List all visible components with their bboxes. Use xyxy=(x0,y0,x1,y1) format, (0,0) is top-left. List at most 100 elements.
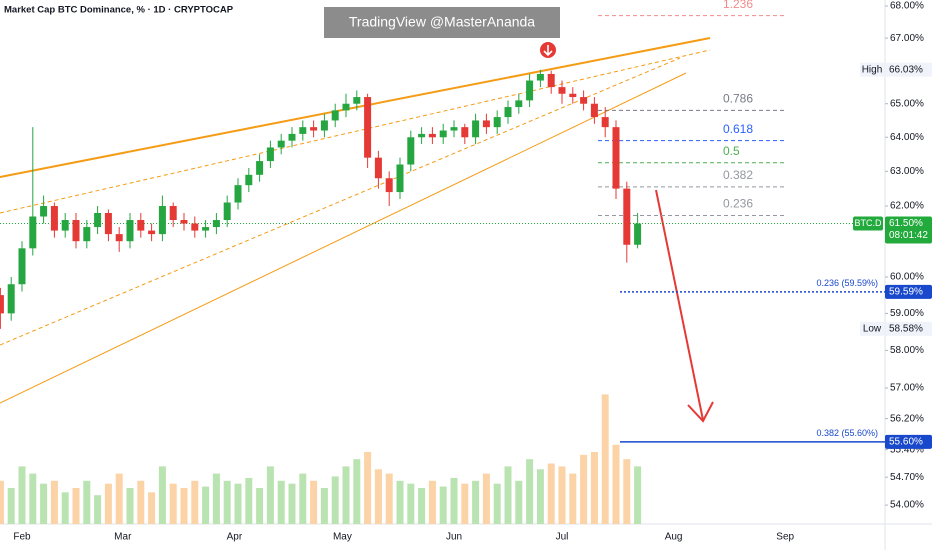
volume-bar xyxy=(83,480,91,524)
candle-body xyxy=(580,97,588,104)
volume-bar xyxy=(288,483,296,524)
candle-body xyxy=(310,127,318,131)
candle-body xyxy=(407,137,415,165)
volume-bar xyxy=(342,466,350,524)
volume-bar xyxy=(104,483,112,524)
candle-body xyxy=(115,234,123,242)
target-price-box xyxy=(885,434,932,449)
volume-bar xyxy=(461,483,469,524)
volume-bar xyxy=(148,492,156,524)
candle-body xyxy=(385,178,393,193)
trend-lines xyxy=(0,37,711,404)
candle-body xyxy=(202,227,210,231)
candle-body xyxy=(569,93,577,98)
candle-body xyxy=(418,133,426,138)
candle-body xyxy=(245,174,253,186)
candle-body xyxy=(126,220,134,242)
volume-bar xyxy=(558,466,566,524)
volume-bar xyxy=(234,483,242,524)
x-tick-label: Sep xyxy=(776,532,794,543)
volume-bar xyxy=(601,394,609,524)
candle-body xyxy=(439,130,447,138)
y-tick-label: 55.40% xyxy=(890,444,924,455)
candle-body xyxy=(364,97,372,158)
candle-body xyxy=(18,248,26,285)
marker-tag-box xyxy=(860,321,884,336)
candle-body xyxy=(0,295,4,314)
y-tick-label: 63.00% xyxy=(890,166,924,177)
projection-arrow xyxy=(655,189,714,423)
volume-bar xyxy=(310,480,318,524)
volume-bar xyxy=(634,466,642,524)
last-price: 61.50% xyxy=(889,218,923,229)
volume-bar xyxy=(331,476,339,524)
candle-body xyxy=(590,103,598,118)
volume-bar xyxy=(18,466,26,524)
chart-title: Market Cap BTC Dominance, % · 1D · CRYPT… xyxy=(4,5,234,16)
candle-body xyxy=(223,202,231,221)
candle-body xyxy=(266,147,274,162)
volume-bar xyxy=(439,486,447,524)
candle-body xyxy=(191,223,199,231)
volume-bar xyxy=(158,466,166,524)
volume-bar xyxy=(590,452,598,524)
marker-price: 66.03% xyxy=(889,64,923,75)
y-tick-label: 62.00% xyxy=(890,201,924,212)
candle-body xyxy=(299,127,307,134)
watermark-box xyxy=(324,7,560,38)
symbol-box xyxy=(853,216,883,231)
candle-body xyxy=(612,127,620,189)
candle-body xyxy=(331,110,339,121)
volume-bar xyxy=(94,495,102,524)
candle-body xyxy=(558,87,566,94)
volume-bar xyxy=(536,469,544,524)
target-price: 55.60% xyxy=(889,437,923,448)
x-tick-label: May xyxy=(333,532,352,543)
y-tick-label: 56.20% xyxy=(890,413,924,424)
candle-body xyxy=(7,284,15,314)
fib-label: 0.786 xyxy=(723,92,753,106)
candle-body xyxy=(158,206,166,235)
fib-label: 1.236 xyxy=(723,0,753,11)
volume-bar xyxy=(50,480,58,524)
y-tick-label: 65.00% xyxy=(890,98,924,109)
volume-bar xyxy=(7,488,15,524)
volume-bar xyxy=(385,473,393,524)
volume-bar xyxy=(29,473,37,524)
candle-body xyxy=(40,206,48,217)
candle-body xyxy=(256,161,264,175)
arrow-head xyxy=(687,401,714,423)
marker-price-box xyxy=(886,321,932,336)
marker-price: 58.58% xyxy=(889,323,923,334)
y-tick-label: 54.70% xyxy=(890,472,924,483)
candle-body xyxy=(148,230,156,235)
candle-body xyxy=(169,206,177,221)
last-price-box xyxy=(885,216,932,244)
y-tick-label: 67.00% xyxy=(890,33,924,44)
volume-bar xyxy=(126,488,134,524)
x-tick-label: Feb xyxy=(13,532,31,543)
volume-bar xyxy=(223,480,231,524)
y-tick-label: 68.00% xyxy=(890,1,924,12)
watermark: TradingView @MasterAnanda xyxy=(349,14,535,30)
y-tick-label: 54.00% xyxy=(890,500,924,511)
candle-body xyxy=(450,127,458,131)
volume-bar xyxy=(320,488,328,524)
volume-bar xyxy=(580,454,588,524)
volume-bar xyxy=(115,473,123,524)
volume-bar xyxy=(180,488,188,524)
volume-bar xyxy=(493,483,501,524)
candle-body xyxy=(504,107,512,118)
volume-bar xyxy=(374,469,382,524)
candle-body xyxy=(526,80,534,101)
trend-line xyxy=(0,49,711,214)
candle-body xyxy=(515,100,523,108)
x-tick-label: Jun xyxy=(446,532,462,543)
candle-body xyxy=(547,73,555,88)
candle-body xyxy=(623,188,631,245)
target-price-box xyxy=(885,284,932,299)
candle-body xyxy=(428,133,436,138)
volume-bar xyxy=(623,459,631,524)
volume-bar xyxy=(569,473,577,524)
